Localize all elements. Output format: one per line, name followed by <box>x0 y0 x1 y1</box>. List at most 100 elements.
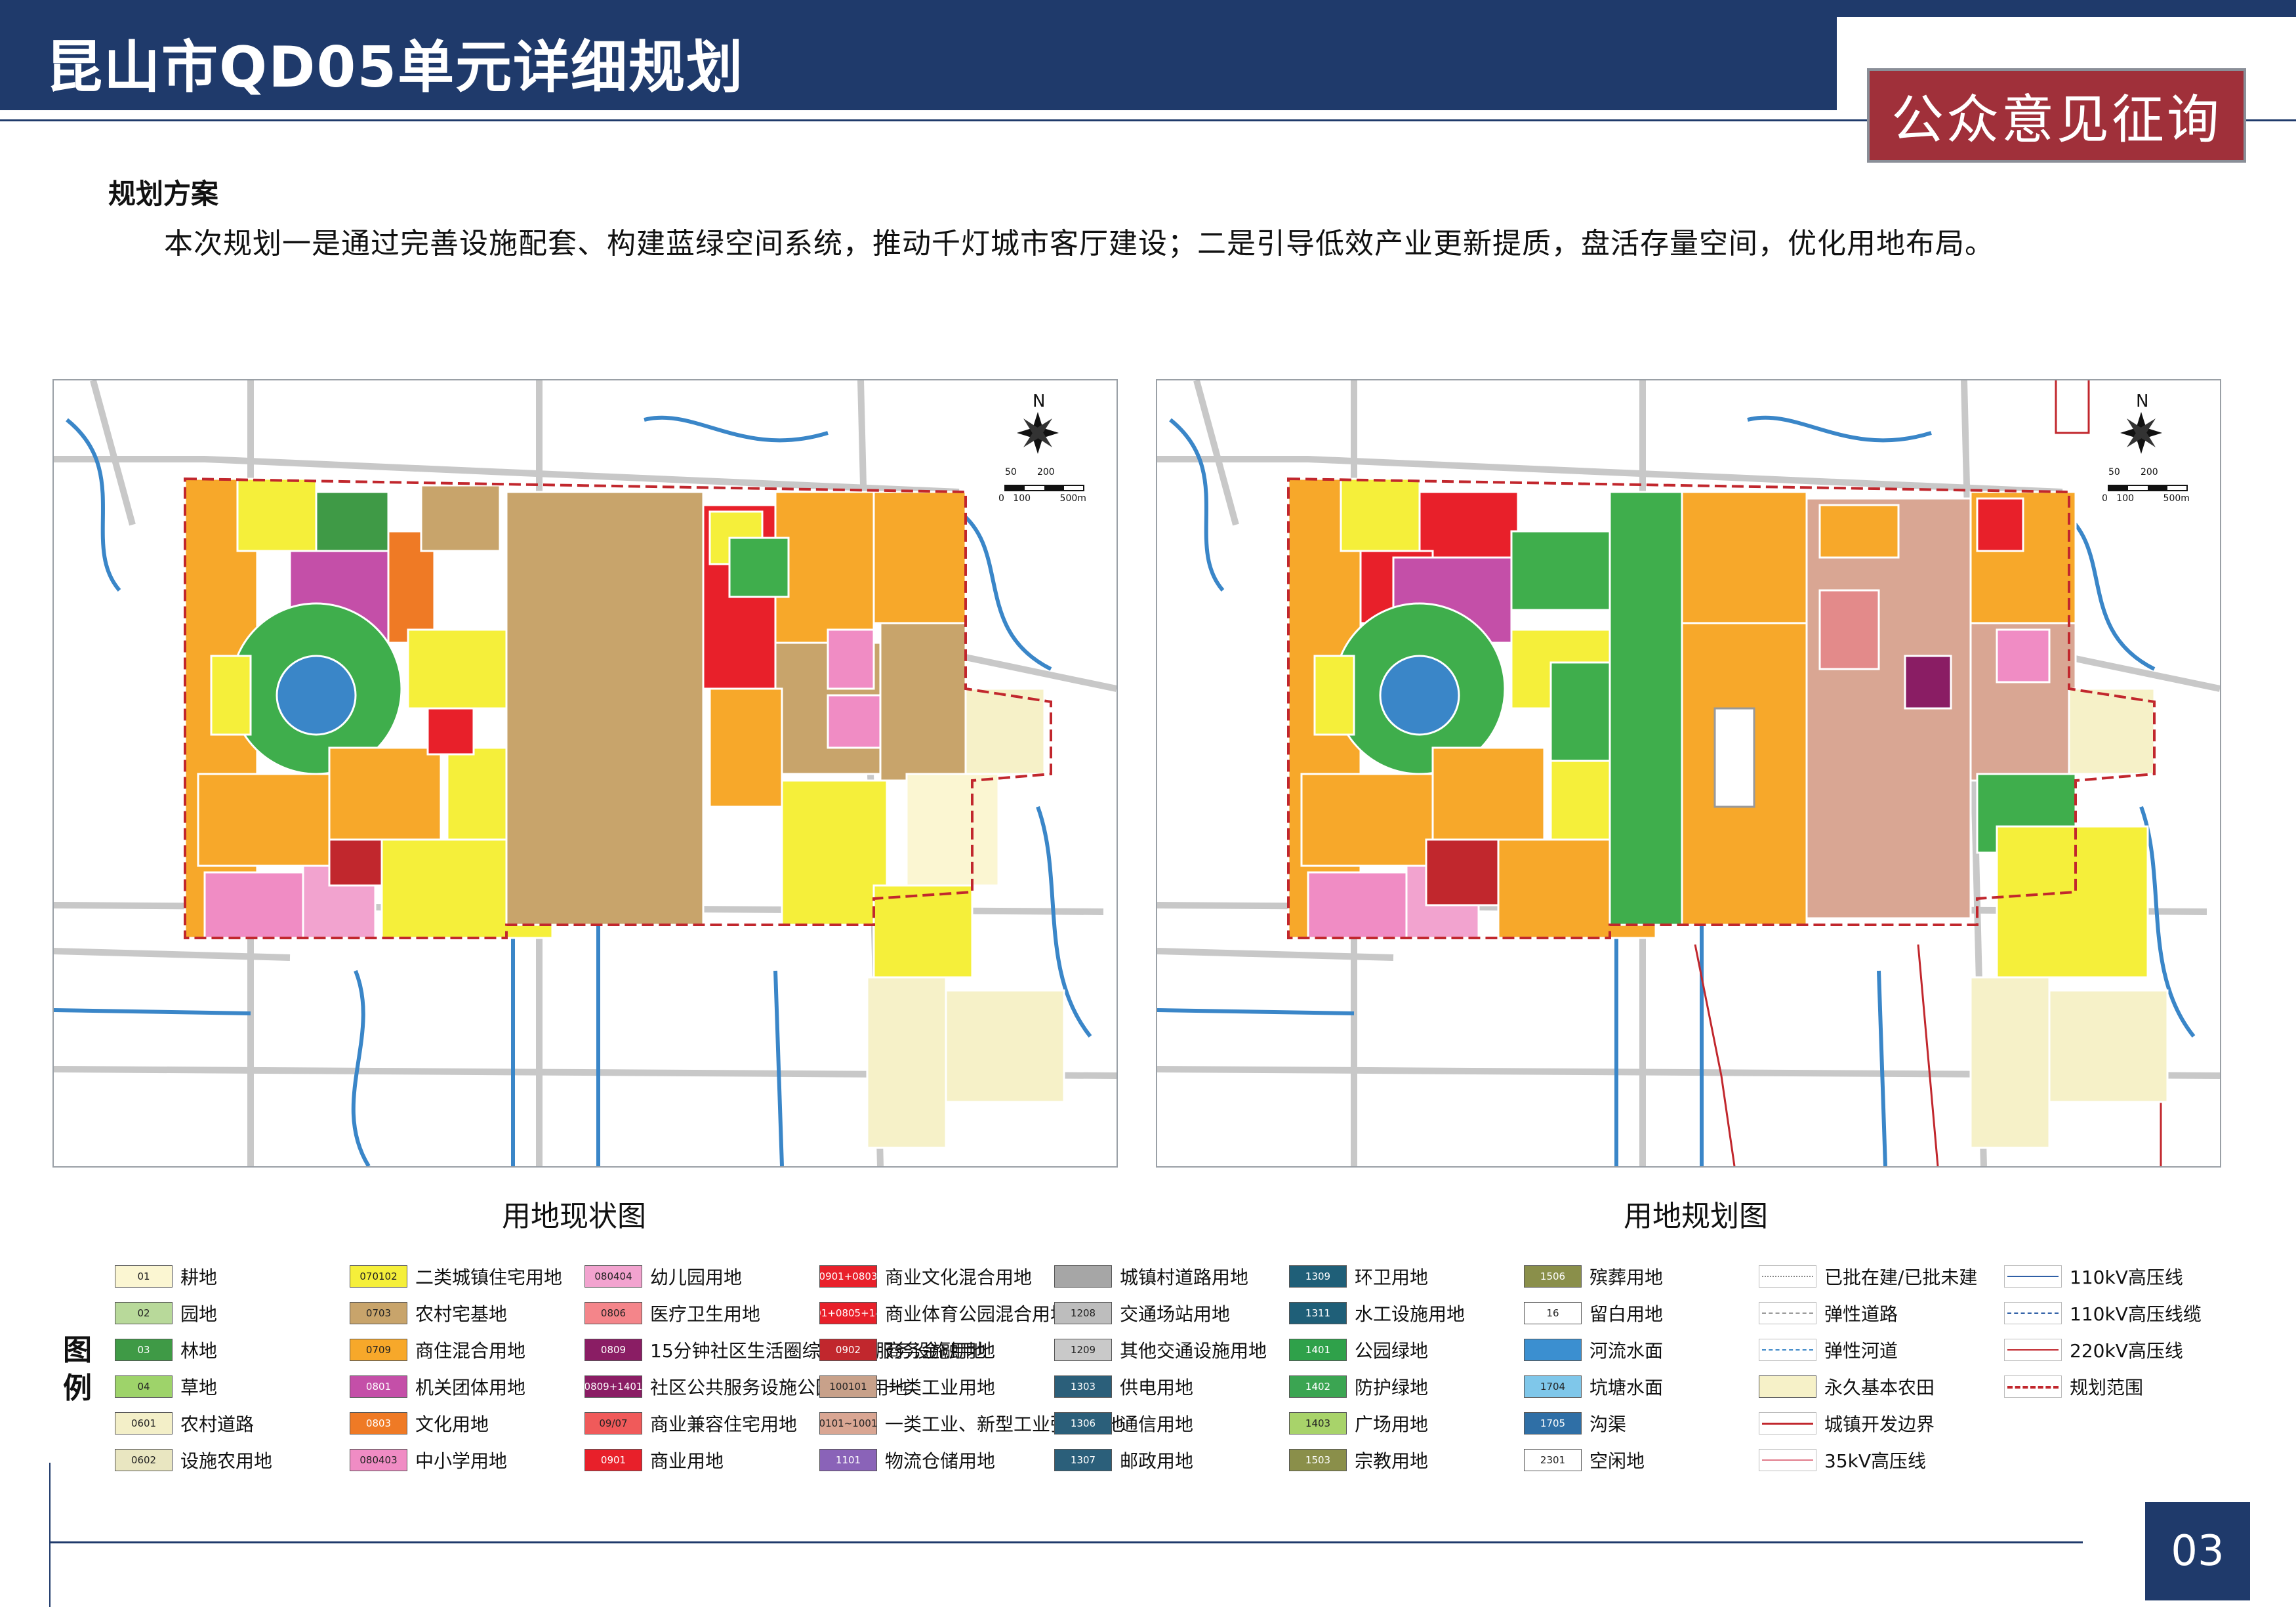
legend-item: 16 留白用地 <box>1524 1299 1663 1327</box>
legend-swatch: 1506 <box>1524 1265 1582 1288</box>
legend-line-swatch <box>2004 1375 2062 1398</box>
legend-swatch: 1403 <box>1289 1412 1347 1434</box>
legend-title: 图例 <box>63 1333 92 1405</box>
legend-swatch: 0902 <box>819 1339 877 1361</box>
legend-swatch: 0901+0803 <box>819 1265 877 1288</box>
legend-item: 河流水面 <box>1524 1336 1663 1364</box>
legend-label: 其他交通设施用地 <box>1120 1340 1267 1362</box>
legend-item: 1503 宗教用地 <box>1289 1446 1428 1474</box>
legend-label: 殡葬用地 <box>1589 1267 1664 1288</box>
legend-label: 林地 <box>180 1340 218 1362</box>
legend-swatch: 1303 <box>1054 1375 1112 1398</box>
legend-item: 1306 通信用地 <box>1054 1410 1193 1437</box>
legend-swatch: 080404 <box>584 1265 642 1288</box>
legend-item: 0902 商务金融用地 <box>819 1336 995 1364</box>
legend-line-swatch <box>1759 1265 1816 1288</box>
legend-label: 广场用地 <box>1355 1414 1429 1435</box>
legend-swatch: 070102 <box>350 1265 407 1288</box>
legend-item: 110kV高压线缆 <box>2004 1299 2202 1327</box>
legend-item: 永久基本农田 <box>1759 1373 1935 1400</box>
legend-label: 防护绿地 <box>1355 1377 1429 1398</box>
legend-swatch: 1101 <box>819 1449 877 1471</box>
current-map-caption: 用地现状图 <box>502 1200 646 1233</box>
legend-line-swatch <box>1759 1412 1816 1434</box>
legend-label: 设施农用地 <box>180 1450 273 1472</box>
legend-swatch: 16 <box>1524 1302 1582 1324</box>
legend-swatch: 01 <box>115 1265 173 1288</box>
legend-item: 2301 空闲地 <box>1524 1446 1645 1474</box>
legend-item: 1303 供电用地 <box>1054 1373 1193 1400</box>
legend-label: 通信用地 <box>1120 1414 1194 1435</box>
legend-item: 1311 水工设施用地 <box>1289 1299 1465 1327</box>
legend-item: 080403 中小学用地 <box>350 1446 507 1474</box>
legend-item: 0901+0805+1401 商业体育公园混合用地 <box>819 1299 1069 1327</box>
legend-label: 规划范围 <box>2070 1377 2144 1398</box>
legend-item: 0901+0803 商业文化混合用地 <box>819 1263 1032 1290</box>
scale-bar-top-labels: 50 200 <box>2108 467 2158 478</box>
legend-line-swatch <box>2004 1339 2062 1361</box>
legend-item: 0801 机关团体用地 <box>350 1373 525 1400</box>
legend-label: 一类工业用地 <box>885 1377 996 1398</box>
legend-item: 1101 物流仓储用地 <box>819 1446 995 1474</box>
legend-swatch: 04 <box>115 1375 173 1398</box>
legend-item: 1402 防护绿地 <box>1289 1373 1428 1400</box>
header-rule <box>0 119 2296 121</box>
legend-label: 农村宅基地 <box>415 1303 508 1325</box>
legend-label: 环卫用地 <box>1355 1267 1429 1288</box>
legend-swatch: 0809+1401 <box>584 1375 642 1398</box>
legend-swatch: 1503 <box>1289 1449 1347 1471</box>
section-text: 本次规划一是通过完善设施配套、构建蓝绿空间系统，推动千灯城市客厅建设；二是引导低… <box>164 227 1994 260</box>
legend-item: 0809 15分钟社区生活圈综合公共服务设施用地 <box>584 1336 986 1364</box>
legend-swatch: 0703 <box>350 1302 407 1324</box>
legend-swatch: 2301 <box>1524 1449 1582 1471</box>
legend-item: 0601 农村道路 <box>115 1410 254 1437</box>
legend-swatch <box>1524 1339 1582 1361</box>
legend-label: 医疗卫生用地 <box>650 1303 761 1325</box>
legend-item: 1704 坑塘水面 <box>1524 1373 1663 1400</box>
legend-swatch: 1209 <box>1054 1339 1112 1361</box>
legend-item: 100101 一类工业用地 <box>819 1373 995 1400</box>
legend-item: 1209 其他交通设施用地 <box>1054 1336 1267 1364</box>
legend-swatch: 0803 <box>350 1412 407 1434</box>
legend-label: 弹性河道 <box>1824 1340 1898 1362</box>
legend-label: 弹性道路 <box>1824 1303 1898 1325</box>
legend-label: 公园绿地 <box>1355 1340 1429 1362</box>
header-bar-extension <box>1837 0 2296 17</box>
legend-swatch: 0901 <box>584 1449 642 1471</box>
planned-map-caption: 用地规划图 <box>1624 1200 1768 1233</box>
legend-label: 供电用地 <box>1120 1377 1194 1398</box>
legend-line-swatch <box>1759 1449 1816 1471</box>
legend-line-swatch <box>2004 1302 2062 1324</box>
legend-label: 水工设施用地 <box>1355 1303 1466 1325</box>
legend-swatch: 1401 <box>1289 1339 1347 1361</box>
legend-label: 河流水面 <box>1589 1340 1664 1362</box>
legend-item: 1506 殡葬用地 <box>1524 1263 1663 1290</box>
legend-item: 0703 农村宅基地 <box>350 1299 507 1327</box>
legend-label: 农村道路 <box>180 1414 255 1435</box>
legend-swatch: 100101 <box>819 1375 877 1398</box>
legend-label: 15分钟社区生活圈综合公共服务设施用地 <box>650 1340 986 1362</box>
legend-swatch: 100101~100104 <box>819 1412 877 1434</box>
legend-label: 城镇村道路用地 <box>1120 1267 1249 1288</box>
legend-label: 商业体育公园混合用地 <box>885 1303 1069 1325</box>
legend-line-swatch <box>1759 1302 1816 1324</box>
legend-item: 01 耕地 <box>115 1263 217 1290</box>
scale-bar-top-labels: 50 200 <box>1005 467 1055 478</box>
legend-swatch: 0601 <box>115 1412 173 1434</box>
legend-label: 35kV高压线 <box>1824 1450 1926 1472</box>
legend-label: 沟渠 <box>1589 1414 1627 1435</box>
legend-label: 商务金融用地 <box>885 1340 996 1362</box>
legend-item: 02 园地 <box>115 1299 217 1327</box>
legend-label: 宗教用地 <box>1355 1450 1429 1472</box>
legend-swatch: 0801 <box>350 1375 407 1398</box>
legend-swatch: 1704 <box>1524 1375 1582 1398</box>
scale-bar-bottom-labels: 0 100 500m <box>998 493 1086 504</box>
legend-item: 1307 邮政用地 <box>1054 1446 1193 1474</box>
legend-swatch: 0709 <box>350 1339 407 1361</box>
legend-swatch: 1311 <box>1289 1302 1347 1324</box>
legend-item: 规划范围 <box>2004 1373 2143 1400</box>
legend-swatch: 080403 <box>350 1449 407 1471</box>
legend-swatch <box>1054 1265 1112 1288</box>
legend-swatch <box>1759 1375 1816 1398</box>
legend-item: 已批在建/已批未建 <box>1759 1263 1977 1290</box>
